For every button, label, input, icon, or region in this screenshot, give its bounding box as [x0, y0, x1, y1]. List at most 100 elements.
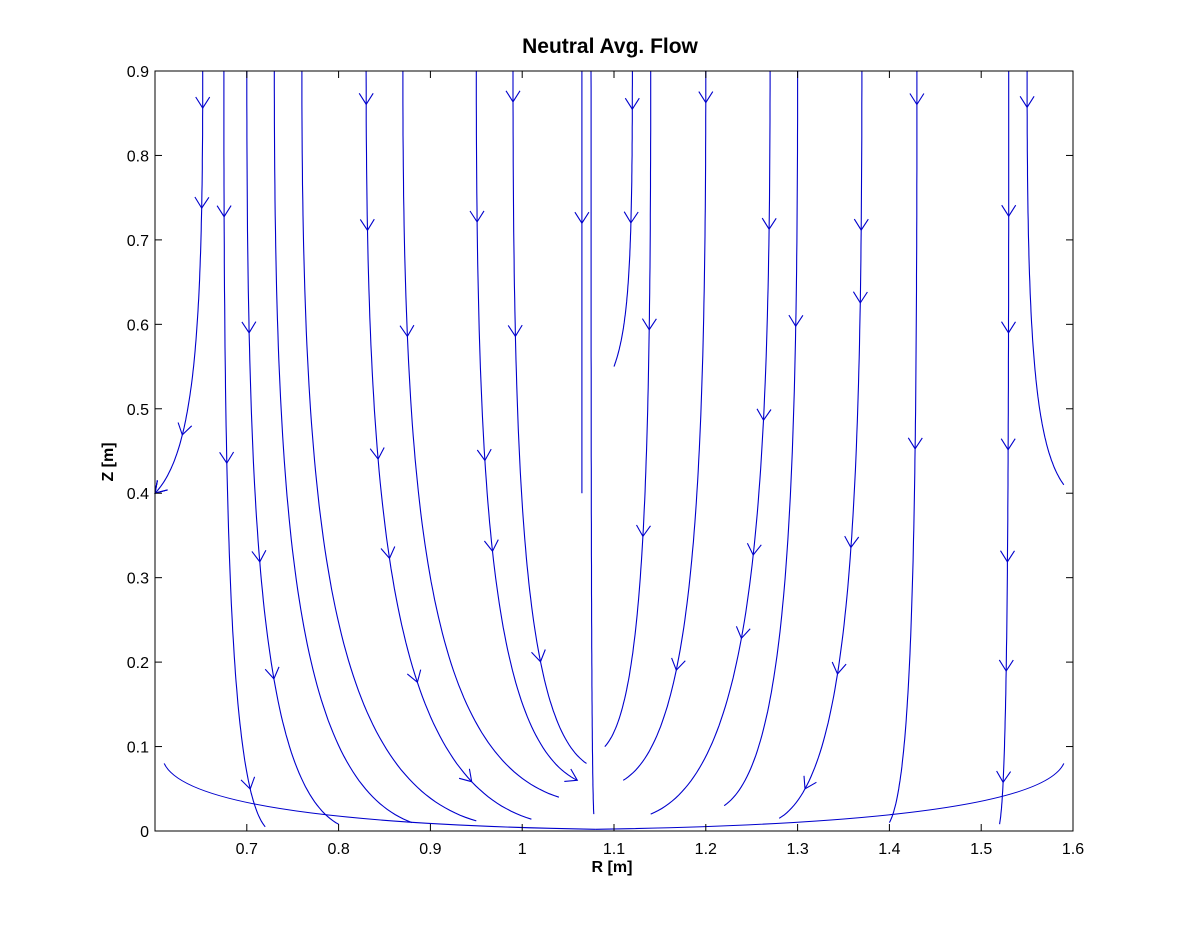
streamline	[475, 71, 578, 781]
flow-arrowhead	[735, 626, 751, 640]
chart-title: Neutral Avg. Flow	[522, 35, 698, 58]
flow-arrowhead	[1000, 550, 1015, 563]
flow-arrowhead	[507, 324, 523, 338]
streamline	[301, 71, 477, 822]
x-tick-label: 1.3	[786, 841, 808, 858]
streamline	[604, 71, 652, 747]
x-tick-label: 1	[518, 841, 527, 858]
flow-arrowhead	[564, 768, 579, 782]
flow-arrowhead	[241, 321, 257, 334]
flow-arrowhead	[531, 649, 546, 663]
flow-arrowhead	[240, 776, 256, 790]
flow-arrowhead	[406, 669, 422, 684]
arrowheads-layer	[154, 90, 1035, 790]
flow-arrowhead	[761, 217, 777, 231]
y-tick-label: 0.2	[127, 655, 149, 672]
x-tick-label: 0.8	[327, 841, 349, 858]
flow-arrowhead	[746, 543, 762, 557]
x-tick-label: 1.1	[603, 841, 625, 858]
flow-arrowhead	[1001, 204, 1017, 218]
streamlines-layer	[154, 70, 1065, 830]
y-tick-label: 0.1	[127, 740, 149, 757]
flow-arrowhead	[505, 90, 521, 103]
flow-arrowhead	[831, 661, 847, 676]
flow-arrowhead	[698, 91, 714, 104]
flow-arrowhead	[803, 775, 817, 790]
streamline	[888, 71, 918, 823]
flow-arrowhead	[264, 666, 280, 680]
streamline	[273, 71, 413, 824]
flow-arrowhead	[194, 196, 210, 210]
streamline	[613, 71, 633, 367]
flow-arrowhead	[195, 96, 211, 110]
streamline	[246, 71, 339, 825]
flow-arrowhead	[177, 422, 193, 436]
flow-arrowhead	[483, 539, 499, 553]
flow-arrowhead	[788, 314, 804, 328]
streamline	[154, 71, 204, 494]
x-axis-label: R [m]	[592, 859, 633, 876]
flow-arrowhead	[369, 447, 385, 461]
y-tick-label: 0.3	[127, 571, 149, 588]
streamline	[223, 71, 266, 828]
x-tick-label: 1.6	[1062, 841, 1084, 858]
y-axis-ticks: 0 0.1 0.2 0.3 0.4 0.5 0.6 0.7 0.8 0.9	[127, 64, 1073, 841]
y-tick-label: 0.7	[127, 233, 149, 250]
flow-arrowhead	[476, 448, 492, 462]
flow-arrowhead	[469, 210, 485, 223]
flow-arrowhead	[380, 546, 396, 560]
flow-arrowhead	[852, 291, 868, 304]
x-tick-label: 1.5	[970, 841, 992, 858]
streamline	[590, 70, 595, 815]
flow-arrowhead	[1001, 321, 1016, 334]
streamline	[365, 70, 532, 820]
streamline	[999, 71, 1010, 825]
x-axis-ticks: 0.7 0.8 0.9 1 1.1 1.2 1.3 1.4 1.5 1.6	[236, 71, 1084, 858]
flow-arrowhead	[399, 324, 415, 338]
flow-arrowhead	[671, 657, 686, 672]
flow-arrowhead	[756, 408, 772, 422]
flow-arrowhead	[458, 768, 473, 783]
streamline	[512, 71, 587, 764]
flow-arrowhead	[574, 211, 590, 225]
y-tick-label: 0.6	[127, 317, 149, 334]
flow-arrowhead	[623, 211, 639, 224]
flow-arrowhead	[359, 218, 375, 232]
flow-arrowhead	[624, 97, 640, 111]
flow-arrowhead	[641, 318, 657, 331]
flow-arrowhead	[358, 93, 374, 106]
y-tick-label: 0.5	[127, 402, 149, 419]
flow-arrowhead	[844, 535, 860, 549]
streamline	[1026, 71, 1065, 486]
flow-arrowhead	[1000, 438, 1016, 451]
flow-arrowhead	[996, 770, 1012, 784]
y-axis-label: Z [m]	[100, 442, 117, 481]
y-tick-label: 0.4	[127, 486, 149, 503]
streamline	[723, 71, 799, 807]
streamline	[650, 71, 771, 815]
flow-arrowhead	[216, 205, 232, 218]
flow-arrowhead	[998, 659, 1014, 673]
flow-arrowhead	[907, 437, 923, 450]
streamline	[622, 71, 707, 781]
x-tick-label: 1.4	[878, 841, 900, 858]
flow-arrowhead	[636, 524, 651, 538]
x-tick-label: 0.7	[236, 841, 258, 858]
flow-arrowhead	[1019, 96, 1035, 109]
flow-arrowhead	[219, 451, 235, 465]
flow-arrowhead	[909, 93, 925, 106]
streamline	[778, 71, 863, 819]
x-tick-label: 1.2	[695, 841, 717, 858]
streamline	[595, 763, 1065, 830]
y-tick-label: 0.9	[127, 64, 149, 81]
streamline	[402, 71, 560, 798]
y-tick-label: 0.8	[127, 148, 149, 165]
y-tick-label: 0	[140, 824, 149, 841]
streamline	[163, 763, 596, 830]
flow-arrowhead	[853, 218, 869, 232]
x-tick-label: 0.9	[419, 841, 441, 858]
flow-arrowhead	[251, 549, 267, 563]
